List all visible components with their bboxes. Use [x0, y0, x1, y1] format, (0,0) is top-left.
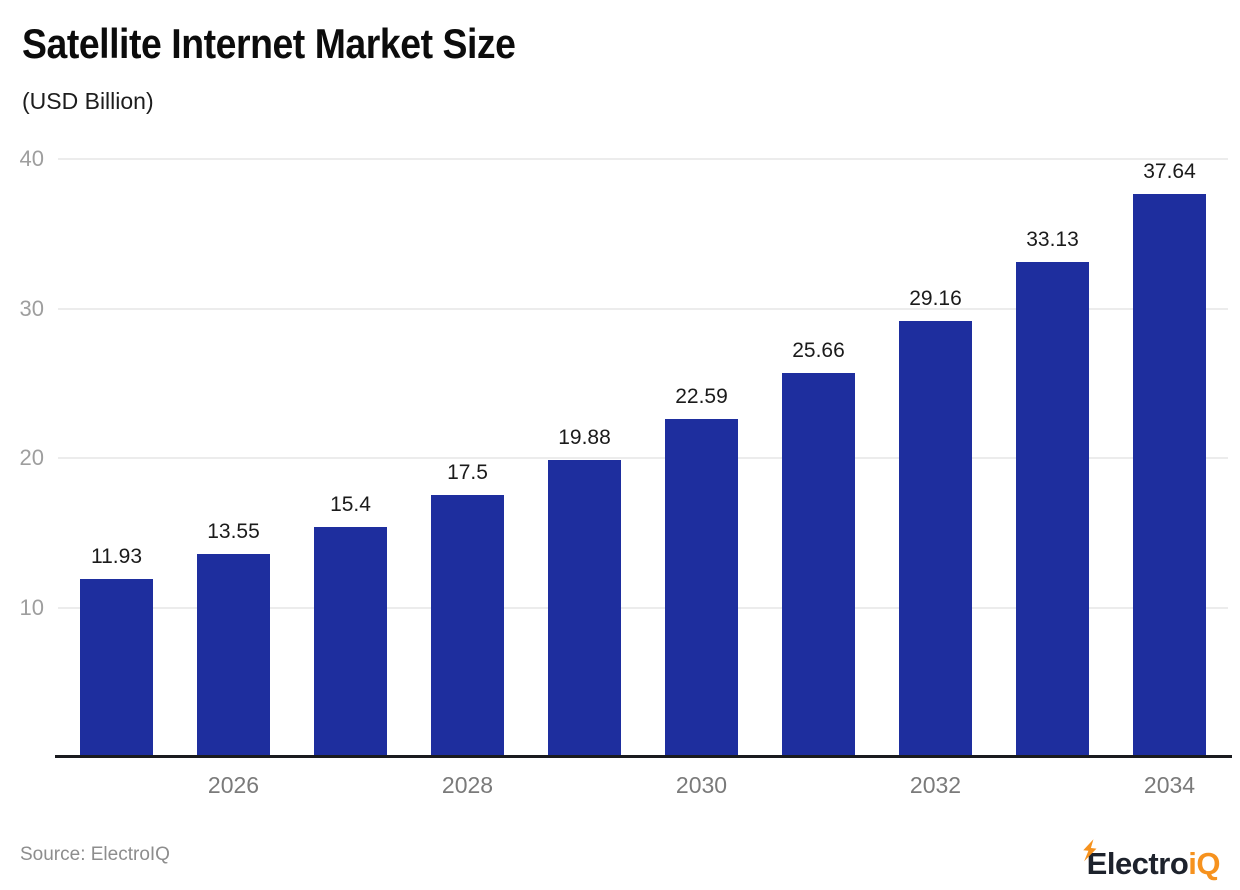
- plot-area: 10 20 30 40 11.93 13.55 2026 15.4 17.5 2028 19.88 2…: [20, 147, 1228, 798]
- bar-2025: [79, 578, 154, 757]
- bar-2028: [430, 495, 505, 757]
- brand-logo: ElectroiQ: [1082, 839, 1220, 882]
- y-axis-tick-label-20: 20: [19, 445, 44, 470]
- logo-text-accent: iQ: [1188, 846, 1220, 881]
- logo-text-dark: Electro: [1086, 846, 1189, 881]
- bar-value-label-2029: 19.88: [558, 425, 611, 449]
- bar-2034: [1132, 194, 1207, 757]
- gridline-10: [58, 606, 1228, 609]
- bar-2030: [664, 419, 739, 757]
- x-axis-tick-label-2026: 2026: [207, 772, 260, 798]
- gridline-30: [58, 307, 1228, 310]
- bar-2029: [547, 459, 622, 757]
- bar-value-label-2031: 25.66: [792, 339, 845, 363]
- gridline-20: [58, 457, 1228, 459]
- x-axis-tick-label-2028: 2028: [441, 772, 494, 798]
- bar-2027: [313, 526, 388, 757]
- bar-value-label-2028: 17.5: [447, 461, 488, 485]
- x-axis-tick-label-2032: 2032: [909, 772, 962, 798]
- bar-value-label-2033: 33.13: [1026, 227, 1079, 251]
- bar-value-label-2034: 37.64: [1143, 160, 1196, 184]
- chart-subtitle: (USD Billion): [22, 88, 154, 114]
- bar-value-label-2030: 22.59: [675, 385, 728, 409]
- lightning-bolt-icon: [1080, 834, 1101, 872]
- y-axis-tick-label-40: 40: [19, 146, 44, 171]
- bar-value-label-2027: 15.4: [330, 492, 371, 516]
- x-axis-tick-label-2030: 2030: [675, 772, 728, 798]
- x-axis-line: [55, 755, 1232, 758]
- bar-value-label-2026: 13.55: [207, 520, 260, 544]
- chart-title: Satellite Internet Market Size: [22, 20, 516, 67]
- bar-value-label-2032: 29.16: [909, 287, 962, 311]
- y-axis-tick-label-30: 30: [19, 295, 44, 321]
- x-axis-tick-label-2034: 2034: [1143, 772, 1196, 798]
- bar-2031: [781, 373, 856, 757]
- bar-2026: [196, 554, 271, 757]
- source-text: Source: ElectroIQ: [20, 844, 170, 865]
- bar-2032: [898, 321, 973, 757]
- bar-value-label-2025: 11.93: [91, 544, 142, 568]
- y-axis-tick-label-10: 10: [19, 594, 44, 620]
- gridline-40: [58, 158, 1228, 160]
- bar-2033: [1015, 261, 1090, 757]
